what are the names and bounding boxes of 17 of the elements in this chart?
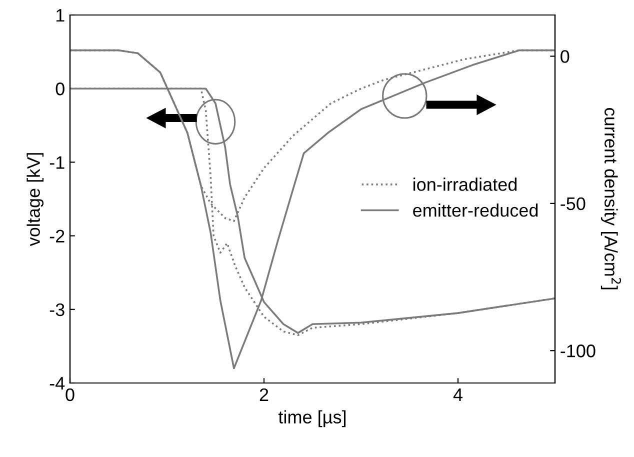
y-tick-label: 1 bbox=[56, 9, 64, 22]
x-axis-title: time [µs] bbox=[278, 410, 346, 428]
y-tick-label: -1 bbox=[50, 156, 64, 169]
y-tick-label: -2 bbox=[50, 230, 64, 242]
x-tick-label: 0 bbox=[66, 388, 74, 402]
y2-tick-label: -100 bbox=[560, 344, 596, 358]
x-tick-label: 4 bbox=[453, 388, 462, 401]
y-tick-label: -4 bbox=[50, 377, 65, 390]
legend-label: emitter-reduced bbox=[413, 204, 538, 217]
y-axis-title: voltage [kV] bbox=[26, 153, 44, 246]
y2-tick-label: -50 bbox=[560, 197, 586, 210]
y-tick-label: 0 bbox=[56, 82, 64, 96]
x-tick-label: 2 bbox=[260, 388, 268, 401]
y2-tick-label: 0 bbox=[560, 50, 570, 63]
legend-label: ion-irradiated bbox=[414, 178, 517, 191]
y2-axis-title: current density [A/cm$^{2}$] bbox=[600, 108, 621, 290]
y-tick-label: -3 bbox=[50, 303, 64, 316]
